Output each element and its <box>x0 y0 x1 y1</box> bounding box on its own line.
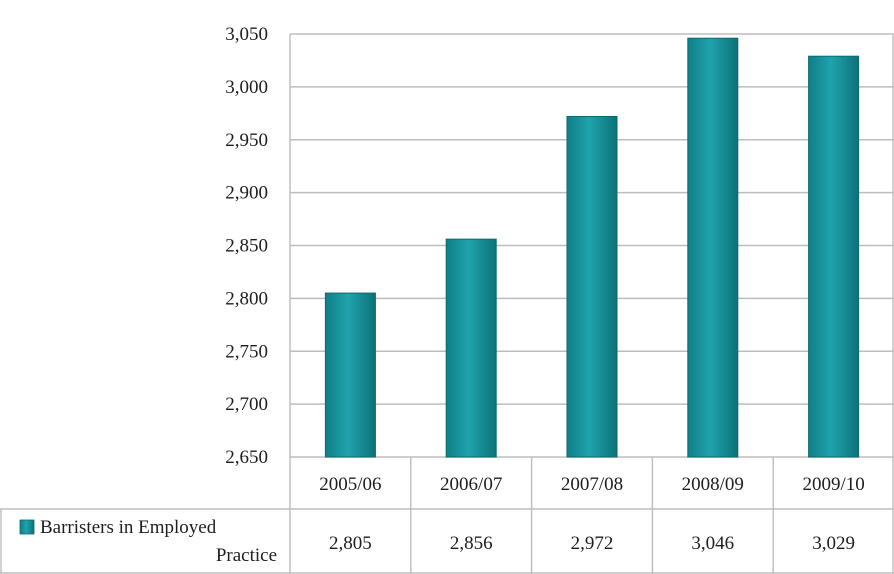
x-tick-label: 2009/10 <box>802 474 864 495</box>
x-tick-label: 2006/07 <box>440 474 502 495</box>
data-label: 2,856 <box>450 533 493 554</box>
data-label: 3,046 <box>691 533 734 554</box>
x-tick-label: 2005/06 <box>319 474 381 495</box>
y-tick-label: 2,750 <box>225 341 268 362</box>
y-axis: 2,650 2,700 2,750 2,800 2,850 2,900 2,950 3,000… <box>225 24 894 574</box>
bar <box>324 292 376 458</box>
data-table: 2005/06 2,805 2006/07 2,856 2007/08 2,972 2008… <box>0 457 894 574</box>
x-tick-label: 2007/08 <box>561 474 623 495</box>
data-label: 3,029 <box>812 533 855 554</box>
x-tick-label: 2008/09 <box>682 474 744 495</box>
bar <box>566 115 618 458</box>
y-tick-label: 3,000 <box>225 77 268 98</box>
bar <box>687 37 739 458</box>
bar <box>445 238 497 458</box>
y-tick-label: 2,850 <box>225 236 268 257</box>
bar <box>808 55 860 458</box>
y-tick-label: 2,800 <box>225 288 268 309</box>
legend-label: Barristers in EmployedPractice <box>40 517 277 566</box>
legend-swatch <box>19 519 35 535</box>
bars <box>324 37 860 458</box>
y-tick-label: 2,700 <box>225 394 268 415</box>
data-label: 2,805 <box>329 533 372 554</box>
y-tick-label: 2,950 <box>225 130 268 151</box>
y-tick-label: 2,650 <box>225 447 268 468</box>
data-label: 2,972 <box>571 533 614 554</box>
y-tick-label: 2,900 <box>225 183 268 204</box>
y-tick-label: 3,050 <box>225 24 268 45</box>
